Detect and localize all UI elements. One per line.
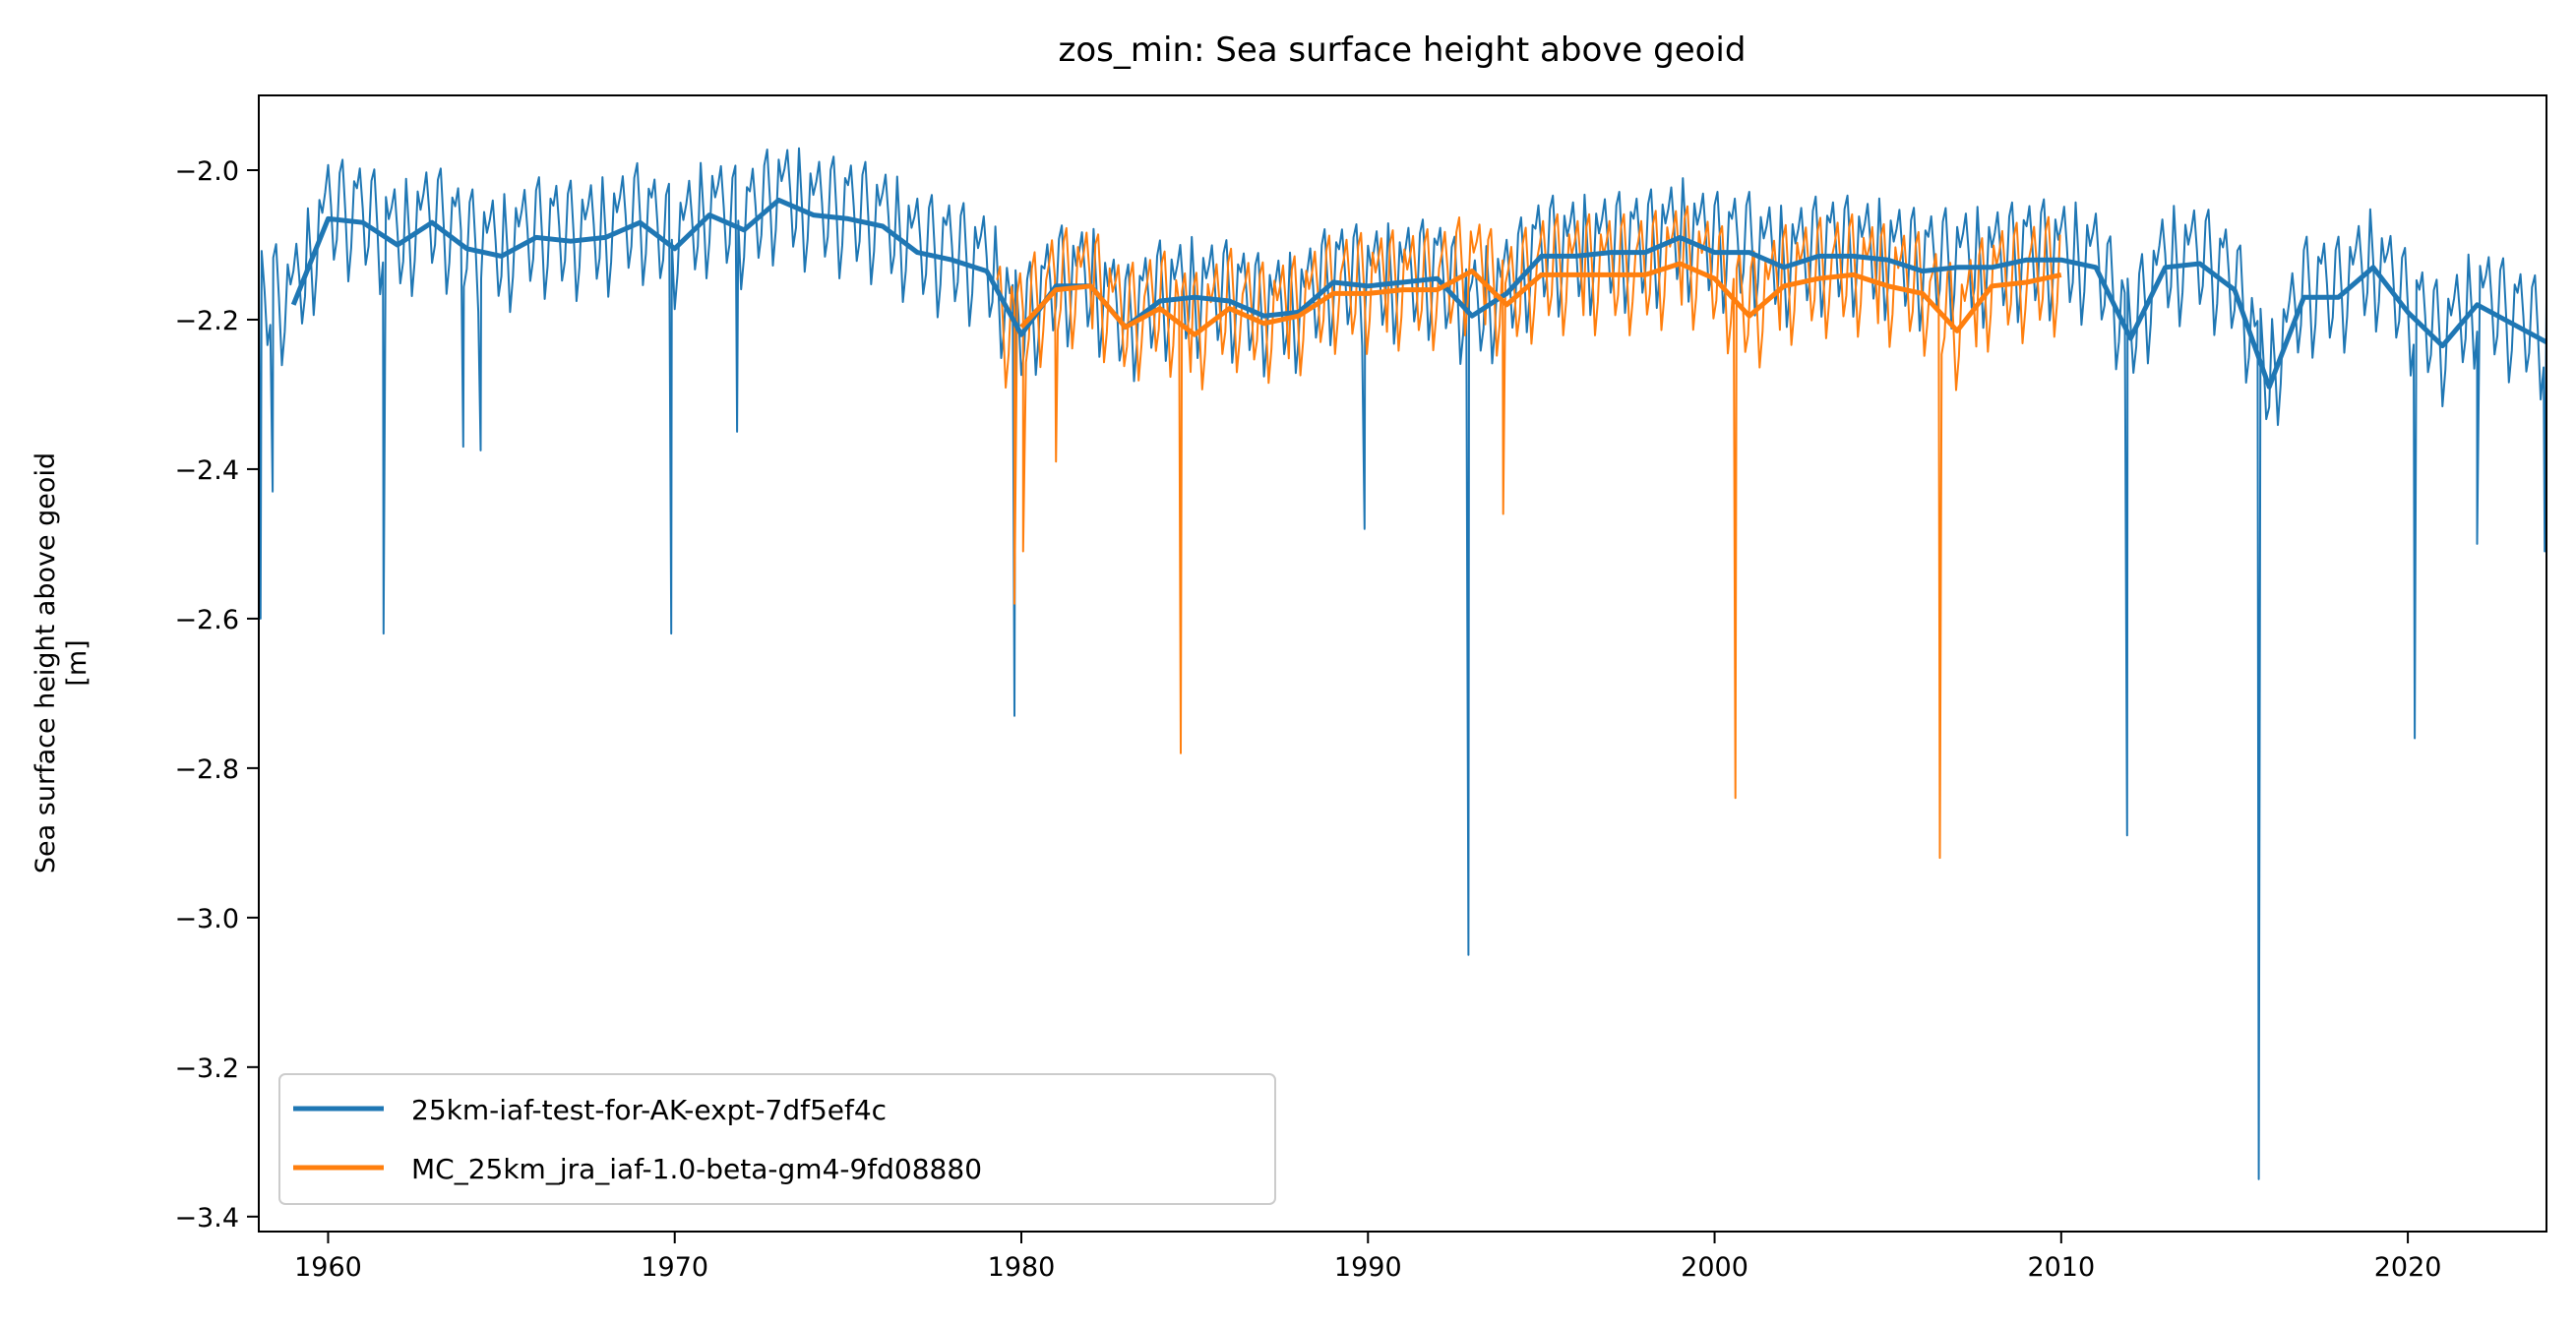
x-tick-label: 2000 (1681, 1252, 1748, 1283)
legend-label-series-2: MC_25km_jra_iaf-1.0-beta-gm4-9fd08880 (411, 1153, 982, 1185)
x-tick-label: 1980 (988, 1252, 1056, 1283)
x-tick-label: 2010 (2027, 1252, 2095, 1283)
y-axis-label: Sea surface height above geoid [m] (31, 452, 92, 873)
y-tick-label: −2.6 (174, 605, 239, 635)
y-axis-label-line-1: Sea surface height above geoid (31, 452, 61, 873)
y-tick-label: −3.4 (174, 1203, 239, 1234)
series-1-annual-mean-line (290, 197, 2546, 390)
series-2-monthly-line (996, 205, 2061, 860)
legend-label-series-1: 25km-iaf-test-for-AK-expt-7df5ef4c (411, 1094, 887, 1126)
y-tick-label: −2.8 (174, 754, 239, 785)
y-tick-label: −2.0 (174, 156, 239, 187)
legend: 25km-iaf-test-for-AK-expt-7df5ef4c MC_25… (278, 1073, 1276, 1205)
legend-box (278, 1073, 1276, 1205)
y-tick-label: −3.2 (174, 1054, 239, 1084)
y-tick-label: −3.0 (174, 904, 239, 934)
plot-frame (258, 94, 2547, 1233)
series-1-monthly-line (259, 147, 2546, 1180)
y-axis-label-line-2: [m] (62, 639, 92, 686)
y-tick-label: −2.2 (174, 306, 239, 336)
y-tick-label: −2.4 (174, 455, 239, 486)
chart-title: zos_min: Sea surface height above geoid (1059, 30, 1747, 70)
x-tick-label: 2020 (2374, 1252, 2442, 1283)
x-tick-label: 1960 (294, 1252, 362, 1283)
x-tick-label: 1990 (1334, 1252, 1402, 1283)
x-tick-label: 1970 (641, 1252, 708, 1283)
series-2-annual-mean-line (1019, 261, 2062, 337)
